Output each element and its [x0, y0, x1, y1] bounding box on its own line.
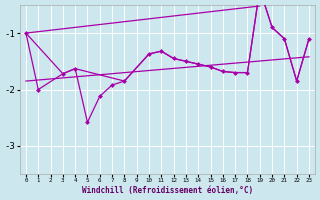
- X-axis label: Windchill (Refroidissement éolien,°C): Windchill (Refroidissement éolien,°C): [82, 186, 253, 195]
